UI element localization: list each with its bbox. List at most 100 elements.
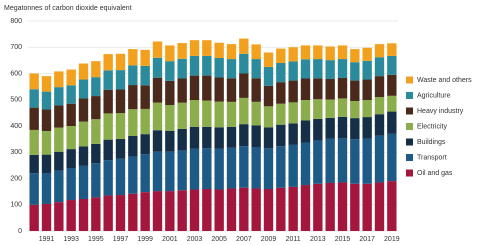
- bar-segment: [177, 102, 187, 129]
- y-tick-label: 700: [10, 44, 22, 51]
- bar-segment: [152, 77, 163, 103]
- bar-segment: [263, 66, 274, 86]
- bar-segment: [128, 135, 138, 157]
- bar-segment: [177, 150, 187, 191]
- x-tick-label: 2015: [335, 236, 351, 243]
- bar-segment: [66, 149, 76, 168]
- bar-segment: [263, 52, 274, 67]
- bar-segment: [202, 40, 212, 56]
- bar-segment: [226, 188, 237, 231]
- bar-segment: [350, 118, 360, 140]
- legend-label: Transport: [417, 154, 447, 161]
- bar-segment: [337, 59, 348, 78]
- bar-segment: [128, 65, 138, 86]
- bar-segment: [337, 138, 348, 183]
- bar-segment: [300, 100, 311, 121]
- bar-segment: [202, 148, 212, 189]
- bar-segment: [78, 79, 89, 99]
- bar-segment: [276, 146, 286, 188]
- x-tick-label: 2001: [162, 236, 178, 243]
- bar-segment: [226, 101, 237, 127]
- bar-segment: [128, 109, 138, 136]
- bar-segment: [288, 144, 298, 187]
- bar-segment: [202, 55, 212, 76]
- bar-segment: [288, 61, 298, 81]
- bar-segment: [152, 102, 163, 131]
- bar-segment: [152, 130, 163, 152]
- bar-segment: [239, 124, 249, 147]
- bar-segment: [165, 61, 175, 81]
- bar-segment: [140, 49, 150, 66]
- bar-segment: [350, 49, 360, 63]
- bar-segment: [29, 107, 39, 130]
- bar-segment: [214, 148, 224, 190]
- legend-swatch: [406, 123, 413, 130]
- bar-segment: [387, 43, 397, 56]
- bar-segment: [350, 101, 360, 119]
- bar-segment: [214, 77, 224, 102]
- bar-segment: [54, 127, 64, 152]
- bar-segment: [276, 63, 286, 83]
- bar-segment: [91, 119, 101, 144]
- bar-segment: [165, 130, 175, 152]
- bar-segment: [103, 54, 113, 71]
- bar-segment: [91, 61, 101, 78]
- bar-segment: [300, 78, 311, 101]
- bar-segment: [177, 43, 187, 59]
- bar-segment: [91, 143, 101, 164]
- bar-segment: [239, 73, 249, 98]
- legend-swatch: [406, 76, 413, 84]
- bar-segment: [387, 55, 397, 75]
- bar-segment: [140, 134, 150, 155]
- bar-segment: [300, 185, 311, 231]
- bar-segment: [66, 85, 76, 104]
- bar-segment: [189, 189, 200, 231]
- bar-segment: [41, 172, 52, 204]
- bar-segment: [226, 147, 237, 189]
- legend-swatch: [406, 138, 413, 146]
- bar-segment: [374, 114, 385, 136]
- bar-segment: [239, 38, 249, 54]
- bar-segment: [350, 62, 360, 81]
- bar-segment: [29, 204, 39, 231]
- bar-segment: [387, 74, 397, 96]
- bar-segment: [387, 181, 397, 231]
- bar-segment: [239, 146, 249, 188]
- bar-segment: [337, 45, 348, 60]
- bar-segment: [288, 47, 298, 62]
- bar-segment: [251, 59, 261, 79]
- bar-segment: [165, 151, 175, 192]
- bar-segment: [374, 97, 385, 115]
- bar-segment: [276, 103, 286, 125]
- bar-segment: [189, 148, 200, 190]
- x-tick-label: 2007: [236, 236, 252, 243]
- bar-segment: [140, 154, 150, 193]
- x-tick-label: 2005: [211, 236, 227, 243]
- bar-segment: [115, 158, 126, 196]
- bar-segment: [362, 79, 372, 101]
- bar-segment: [214, 58, 224, 78]
- bar-segment: [313, 59, 323, 79]
- x-tick-label: 1999: [137, 236, 153, 243]
- bar-segment: [54, 170, 64, 203]
- bar-segment: [54, 71, 64, 88]
- x-tick-label: 2019: [384, 236, 400, 243]
- bar-segment: [165, 45, 175, 62]
- legend-label: Buildings: [417, 139, 446, 146]
- bar-segment: [103, 89, 113, 114]
- bar-segment: [263, 106, 274, 128]
- bar-segment: [362, 117, 372, 139]
- bar-segment: [128, 156, 138, 194]
- bar-segment: [251, 78, 261, 102]
- bar-segment: [202, 100, 212, 127]
- bar-segment: [214, 189, 224, 231]
- bar-segment: [152, 57, 163, 78]
- x-tick-label: 2017: [359, 236, 375, 243]
- bar-segment: [66, 69, 76, 86]
- bar-segment: [103, 139, 113, 161]
- bar-segment: [325, 79, 335, 100]
- bar-segment: [214, 127, 224, 149]
- bar-segment: [325, 182, 335, 231]
